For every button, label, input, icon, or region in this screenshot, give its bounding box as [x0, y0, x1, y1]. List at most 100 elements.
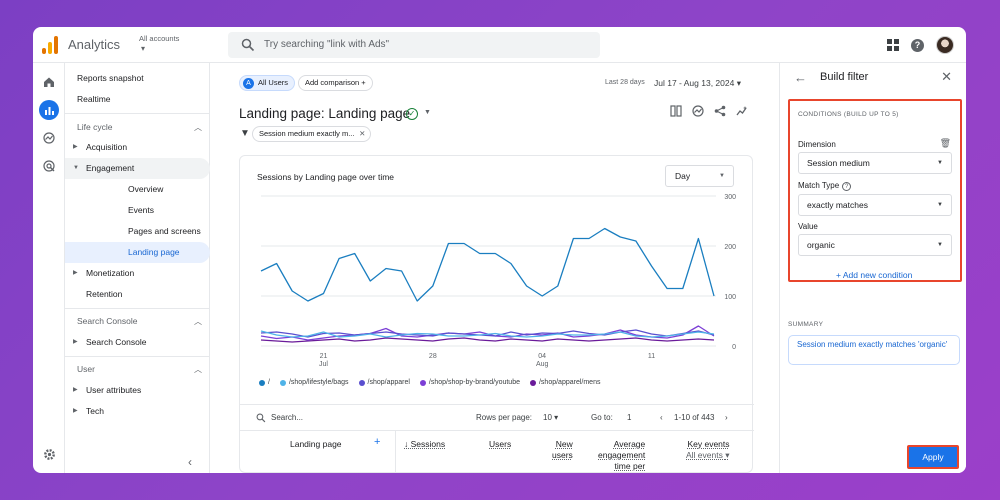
- reports-icon[interactable]: [39, 100, 59, 120]
- sidebar-item-label: Tech: [86, 406, 104, 416]
- sidebar-item-search-console[interactable]: ▶ Search Console: [65, 332, 210, 353]
- share-icon[interactable]: [714, 105, 726, 117]
- legend-swatch: [358, 379, 365, 386]
- legend-item[interactable]: /shop/apparel: [358, 379, 410, 386]
- match-type-select[interactable]: exactly matches ▼: [798, 194, 952, 216]
- sidebar-item-realtime[interactable]: Realtime: [77, 94, 111, 104]
- section-lifecycle[interactable]: Life cycle ︿: [77, 122, 202, 132]
- chart-title: Sessions by Landing page over time: [257, 172, 395, 182]
- close-icon[interactable]: ✕: [941, 69, 952, 84]
- account-caret-icon[interactable]: ▾: [141, 44, 146, 53]
- sidebar-divider: [65, 356, 210, 357]
- legend-item[interactable]: /shop/shop-by-brand/youtube: [419, 379, 520, 386]
- conditions-label: CONDITIONS (BUILD UP TO 5): [798, 111, 899, 118]
- series-line[interactable]: [260, 227, 715, 302]
- filter-chip[interactable]: Session medium exactly m... ✕: [252, 126, 372, 142]
- col-key-events[interactable]: Key events All events ▾: [686, 439, 730, 461]
- section-user[interactable]: User ︿: [77, 364, 202, 374]
- sidebar-item-events[interactable]: Events: [128, 205, 154, 215]
- sidebar-item-tech[interactable]: ▶ Tech: [65, 401, 210, 422]
- home-icon[interactable]: [39, 72, 59, 92]
- value-select[interactable]: organic ▼: [798, 234, 952, 256]
- legend-swatch: [419, 379, 426, 386]
- insights-icon[interactable]: [692, 105, 704, 117]
- add-condition-button[interactable]: + Add new condition: [836, 270, 912, 280]
- sidebar-item-monetization[interactable]: ▶ Monetization: [65, 263, 210, 284]
- compare-columns-icon[interactable]: [670, 105, 682, 117]
- build-filter-panel: ← Build filter ✕ CONDITIONS (BUILD UP TO…: [779, 63, 966, 473]
- plus-icon: +: [361, 78, 366, 87]
- analytics-logo-icon[interactable]: [42, 36, 60, 54]
- close-icon[interactable]: ✕: [359, 129, 366, 138]
- account-selector-label[interactable]: All accounts: [139, 34, 180, 43]
- apps-grid-icon[interactable]: [887, 39, 899, 51]
- sidebar-item-pages-screens[interactable]: Pages and screens: [128, 226, 201, 236]
- add-comparison-button[interactable]: Add comparison +: [298, 75, 373, 91]
- dimension-select[interactable]: Session medium ▼: [798, 152, 952, 174]
- caret-right-icon: ▶: [73, 339, 78, 345]
- explore-icon[interactable]: [39, 128, 59, 148]
- title-caret-icon[interactable]: ▼: [424, 109, 431, 116]
- search-icon: [241, 38, 255, 52]
- legend-item[interactable]: /: [259, 379, 270, 386]
- col-sessions[interactable]: ↓ Sessions: [404, 439, 445, 449]
- goto-input[interactable]: 1: [627, 413, 632, 422]
- segment-chip[interactable]: A All Users: [239, 75, 296, 91]
- section-search-console[interactable]: Search Console ︿: [77, 316, 202, 326]
- help-icon[interactable]: ?: [911, 38, 924, 52]
- series-line[interactable]: [260, 337, 715, 343]
- trash-icon[interactable]: 🗑: [939, 138, 951, 148]
- col-landing-page[interactable]: Landing page: [290, 439, 342, 449]
- col-key-events-label: Key events: [687, 439, 730, 449]
- key-events-filter[interactable]: All events ▾: [686, 450, 730, 461]
- back-arrow-icon[interactable]: ←: [794, 70, 807, 85]
- sparkle-trend-icon[interactable]: [736, 105, 748, 117]
- legend-item[interactable]: /shop/apparel/mens: [529, 379, 600, 386]
- y-tick-label: 300: [724, 194, 736, 201]
- legend-swatch: [279, 379, 286, 386]
- col-users[interactable]: Users: [489, 439, 512, 449]
- table-search-input[interactable]: Search...: [271, 413, 304, 422]
- legend-label: /: [268, 379, 270, 386]
- col-avg-engagement[interactable]: Average engagement time per: [598, 439, 645, 472]
- chevron-up-icon[interactable]: ︿: [194, 123, 202, 132]
- avatar[interactable]: [936, 36, 954, 54]
- legend-label: /shop/shop-by-brand/youtube: [428, 379, 520, 386]
- dimension-label: Dimension: [798, 140, 836, 149]
- apply-button[interactable]: Apply: [907, 445, 959, 469]
- x-tick-label: 21: [320, 353, 328, 360]
- sidebar-item-acquisition[interactable]: ▶ Acquisition: [65, 137, 210, 158]
- col-sessions-label: Sessions: [410, 439, 446, 449]
- x-tick-sublabel: Jul: [319, 361, 328, 368]
- sidebar-item-overview[interactable]: Overview: [128, 184, 164, 194]
- add-dimension-icon[interactable]: +: [374, 436, 381, 448]
- prev-page-icon[interactable]: ‹: [660, 413, 663, 422]
- settings-gear-icon[interactable]: [39, 444, 59, 464]
- chevron-up-icon[interactable]: ︿: [194, 365, 202, 374]
- col-new-users[interactable]: New users: [552, 439, 573, 461]
- collapse-sidebar-icon[interactable]: ‹: [188, 455, 192, 469]
- date-range-label: Last 28 days: [605, 79, 645, 86]
- series-line[interactable]: [260, 329, 715, 338]
- next-page-icon[interactable]: ›: [725, 413, 728, 422]
- search-bar[interactable]: Try searching "link with Ads": [228, 32, 600, 58]
- sidebar-item-engagement[interactable]: ▼ Engagement: [65, 158, 210, 179]
- caret-right-icon: ▶: [73, 408, 78, 414]
- sidebar-item-landing-page[interactable]: Landing page: [65, 242, 210, 263]
- legend-item[interactable]: /shop/lifestyle/bags: [279, 379, 349, 386]
- analytics-window: Analytics All accounts ▾ Try searching "…: [33, 27, 966, 473]
- series-line[interactable]: [260, 330, 715, 338]
- x-tick-label: 11: [648, 353, 655, 360]
- advertising-icon[interactable]: [39, 156, 59, 176]
- sidebar-item-reports-snapshot[interactable]: Reports snapshot: [77, 73, 144, 83]
- segment-label: All Users: [258, 78, 289, 87]
- dimension-value: Session medium: [807, 158, 870, 168]
- info-icon[interactable]: ?: [842, 182, 852, 191]
- sidebar-item-retention[interactable]: Retention: [86, 289, 123, 299]
- chevron-up-icon[interactable]: ︿: [194, 317, 202, 326]
- date-range-picker[interactable]: Jul 17 - Aug 13, 2024 ▾: [654, 78, 741, 89]
- sidebar-item-user-attributes[interactable]: ▶ User attributes: [65, 380, 210, 401]
- rows-per-page-select[interactable]: 10 ▾: [543, 413, 558, 422]
- granularity-select[interactable]: Day ▼: [665, 165, 734, 187]
- sidebar-item-label: User attributes: [86, 385, 142, 395]
